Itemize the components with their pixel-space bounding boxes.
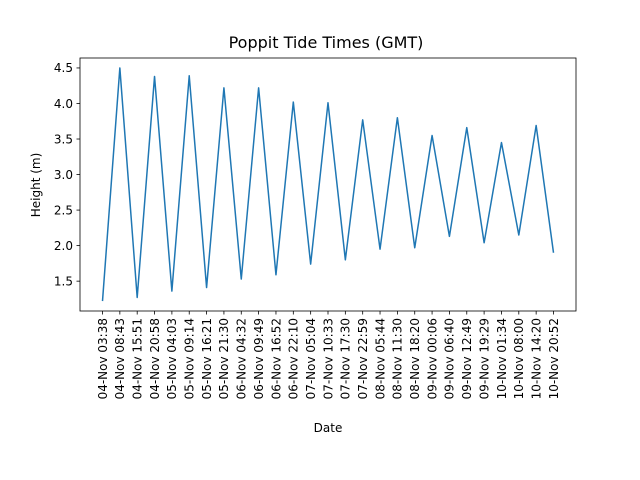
x-tick-label: 04-Nov 15:51 <box>130 318 144 399</box>
x-tick-label: 08-Nov 18:20 <box>408 318 422 399</box>
series-line-0 <box>101 67 555 302</box>
x-tick-label: 10-Nov 14:20 <box>529 318 543 399</box>
x-tick-label: 07-Nov 05:04 <box>304 318 318 399</box>
x-tick-label: 05-Nov 21:30 <box>217 318 231 399</box>
x-tick-label: 07-Nov 17:30 <box>339 318 353 399</box>
x-tick-label: 10-Nov 20:52 <box>547 318 561 399</box>
y-tick-label: 4.0 <box>54 97 73 111</box>
x-tick-label: 07-Nov 10:33 <box>321 318 335 399</box>
x-tick-label: 04-Nov 08:43 <box>113 318 127 399</box>
x-tick-label: 09-Nov 12:49 <box>460 318 474 399</box>
x-axis-label: Date <box>314 421 343 435</box>
y-tick-label: 3.5 <box>54 132 73 146</box>
x-tick-label: 05-Nov 09:14 <box>183 318 197 399</box>
x-tick-label: 09-Nov 06:40 <box>443 318 457 399</box>
x-tick-label: 04-Nov 20:58 <box>148 318 162 399</box>
x-tick-label: 05-Nov 04:03 <box>165 318 179 399</box>
plot-area: 1.52.02.53.03.54.04.504-Nov 03:38 04-Nov … <box>54 57 577 399</box>
x-tick-label: 06-Nov 04:32 <box>235 318 249 399</box>
x-tick-label: 07-Nov 22:59 <box>356 318 370 399</box>
x-tick-label: 06-Nov 09:49 <box>252 318 266 399</box>
x-tick-label: 06-Nov 22:10 <box>287 318 301 399</box>
x-tick-label: 08-Nov 11:30 <box>391 318 405 399</box>
x-tick-label: 05-Nov 16:21 <box>200 318 214 399</box>
y-tick-label: 4.5 <box>54 61 73 75</box>
x-tick-label: 10-Nov 01:34 <box>495 318 509 399</box>
y-tick-label: 2.5 <box>54 203 73 217</box>
x-tick-label: 09-Nov 00:06 <box>425 318 439 399</box>
chart-title: Poppit Tide Times (GMT) <box>229 33 424 52</box>
x-tick-label: 09-Nov 19:29 <box>477 318 491 399</box>
y-tick-label: 2.0 <box>54 239 73 253</box>
x-tick-label: 06-Nov 16:52 <box>269 318 283 399</box>
x-tick-label: 04-Nov 03:38 <box>96 318 110 399</box>
x-tick-label: 10-Nov 08:00 <box>512 318 526 399</box>
x-tick-label: 08-Nov 05:44 <box>373 318 387 399</box>
y-tick-label: 1.5 <box>54 274 73 288</box>
y-tick-label: 3.0 <box>54 168 73 182</box>
y-axis-label: Height (m) <box>29 153 43 218</box>
